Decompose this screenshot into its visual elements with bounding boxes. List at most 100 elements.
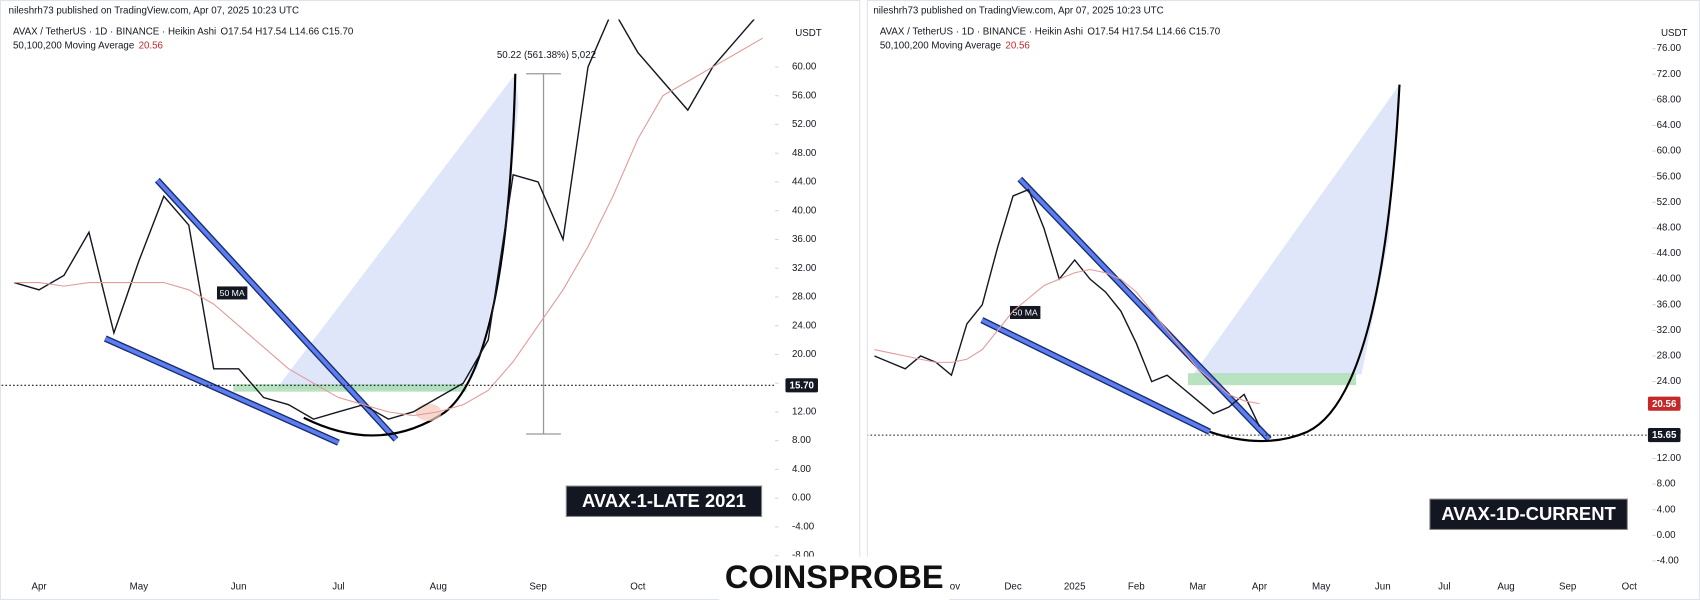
chart-label: AVAX-1D-CURRENT: [1441, 503, 1616, 524]
symbol: AVAX / TetherUS · 1D · BINANCE · Heikin …: [880, 26, 1083, 37]
symbol-line: AVAX / TetherUS · 1D · BINANCE · Heikin …: [13, 26, 354, 37]
price-tag-label: 20.56: [1652, 399, 1677, 410]
y-tick-label: -4.00: [1657, 556, 1680, 567]
y-tick-label: 72.00: [1657, 69, 1682, 80]
wedge-line: [980, 318, 1211, 434]
highlight: [415, 403, 442, 421]
y-tick-label: 32.00: [1657, 325, 1682, 336]
x-tick-label: Apr: [31, 582, 47, 593]
y-tick-label: 24.00: [792, 320, 817, 331]
ma-label-box: [216, 286, 248, 300]
wedge-line: [1018, 177, 1271, 441]
y-tick-label: 40.00: [792, 205, 817, 216]
price-line: [13, 19, 755, 420]
symbol-line: AVAX / TetherUS · 1D · BINANCE · Heikin …: [880, 26, 1221, 37]
x-tick-label: Dec: [1004, 582, 1021, 593]
plot: [1, 19, 776, 420]
y-tick-label: 32.00: [792, 263, 817, 274]
ma-label: 50 MA: [220, 288, 245, 298]
y-tick-label: 76.00: [1657, 43, 1682, 54]
publisher: nileshrh73 published on TradingView.com,…: [873, 5, 1163, 16]
x-tick-label: Feb: [1128, 582, 1145, 593]
x-tick-label: Apr: [1252, 582, 1268, 593]
y-tick-label: 20.00: [792, 349, 817, 360]
y-tick-label: 28.00: [1657, 351, 1682, 362]
price-tag: [785, 378, 818, 393]
price-tag-label: 15.65: [1652, 430, 1677, 441]
x-tick-label: Jul: [1438, 582, 1450, 593]
publisher: nileshrh73 published on TradingView.com,…: [9, 5, 299, 16]
price-tag-label: 15.70: [790, 380, 815, 391]
y-tick-label: 12.00: [792, 406, 817, 417]
y-tick-label: -8.00: [792, 550, 815, 561]
y-tick-label: 56.00: [1657, 171, 1682, 182]
x-tick-label: Jun: [1375, 582, 1391, 593]
resistance-zone: [1187, 373, 1357, 386]
y-tick-label: 24.00: [1657, 376, 1682, 387]
y-tick-label: 68.00: [1657, 94, 1682, 105]
x-tick-label: Sep: [1559, 582, 1577, 593]
x-tick-label: Nov: [943, 582, 960, 593]
y-tick-label: 12.00: [1657, 453, 1682, 464]
watermark: COINSPROBE: [725, 559, 944, 595]
y-tick-label: 44.00: [1657, 248, 1682, 259]
x-tick-label: Oct: [630, 582, 645, 593]
chart-label: AVAX-1-LATE 2021: [582, 490, 746, 511]
indicator-line: 50,100,200 Moving Average 20.56: [13, 40, 163, 51]
y-tick-label: 44.00: [792, 177, 817, 188]
y-tick-label: 4.00: [1657, 504, 1677, 515]
y-tick-label: 8.00: [1657, 479, 1677, 490]
ma-label-box: [1010, 305, 1041, 319]
plots: 60.00 56.00 52.00 48.00 44.00 40.00 36.00 32.00…: [1, 19, 1682, 593]
panel-border: [866, 0, 1700, 600]
y-tick-label: 56.00: [792, 90, 817, 101]
indicator: 50,100,200 Moving Average: [880, 40, 1001, 51]
y-tick-label: 52.00: [1657, 197, 1682, 208]
x-tick-label: 2025: [1064, 582, 1086, 593]
measure-label: 50.22 (561.38%) 5,022: [497, 50, 596, 61]
x-tick-label: Mar: [1190, 582, 1208, 593]
y-tick-label: 0.00: [1657, 530, 1677, 541]
y-tick-label: 4.00: [792, 464, 812, 475]
x-tick-label: Aug: [1497, 582, 1514, 593]
symbol: AVAX / TetherUS · 1D · BINANCE · Heikin …: [13, 26, 216, 37]
currency: USDT: [1661, 28, 1688, 39]
y-tick-label: 8.00: [792, 435, 812, 446]
y-tick-label: 60.00: [1657, 146, 1682, 157]
watermark-box: [719, 556, 950, 600]
y-tick-label: 48.00: [1657, 223, 1682, 234]
panel-border: [0, 0, 861, 600]
y-tick-label: 40.00: [1657, 274, 1682, 285]
chart-label-box: [1429, 498, 1628, 531]
x-tick-label: Jul: [332, 582, 344, 593]
projection-area: [276, 73, 519, 391]
y-tick-label: 48.00: [792, 148, 817, 159]
currency: USDT: [795, 28, 822, 39]
ma-label: 50 MA: [1013, 307, 1038, 317]
x-tick-label: Jun: [231, 582, 247, 593]
y-tick-label: 60.00: [792, 62, 817, 73]
y-tick-label: 28.00: [792, 292, 817, 303]
y-tick-label: 64.00: [1657, 120, 1682, 131]
y-tick-label: 36.00: [792, 234, 817, 245]
indicator-line: 50,100,200 Moving Average 20.56: [880, 40, 1030, 51]
price-tag: [1647, 428, 1681, 443]
y-tick-label: 52.00: [792, 119, 817, 130]
x-tick-label: Aug: [430, 582, 447, 593]
x-tick-label: Oct: [1622, 582, 1637, 593]
x-tick-label: May: [1312, 582, 1331, 593]
y-tick-label: 36.00: [1657, 299, 1682, 310]
drawings-left: [103, 73, 561, 446]
ma-line: [14, 37, 763, 417]
ohlc: O17.54 H17.54 L14.66 C15.70: [221, 26, 354, 37]
y-tick-label: 0.00: [792, 493, 812, 504]
wedge-line: [104, 336, 340, 445]
wedge-line: [155, 178, 398, 441]
y-tick-label: -4.00: [792, 521, 815, 532]
ohlc: O17.54 H17.54 L14.66 C15.70: [1087, 26, 1220, 37]
cup-curve: [1209, 84, 1401, 443]
price-tag: [1647, 396, 1681, 411]
chart-label-box: [565, 485, 763, 517]
price-line: [874, 188, 1261, 427]
